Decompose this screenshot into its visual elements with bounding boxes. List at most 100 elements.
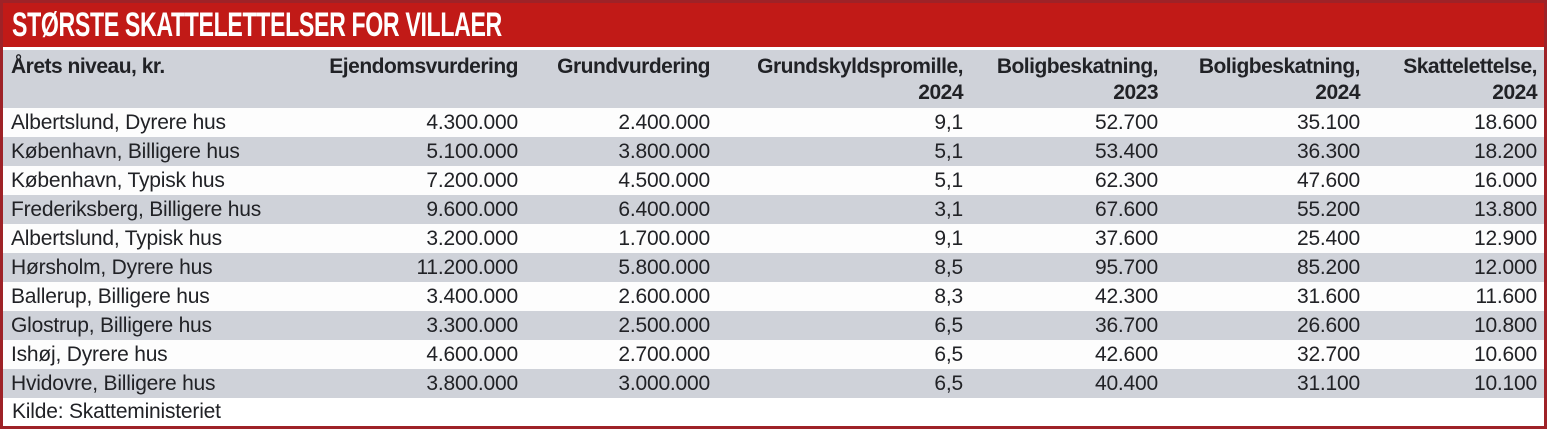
cell-value: 11.600 bbox=[1475, 284, 1538, 308]
row-label: København, Typisk hus bbox=[11, 168, 225, 192]
cell-value: 13.800 bbox=[1473, 197, 1537, 221]
cell-value: 9,1 bbox=[934, 226, 963, 250]
row-label: Ballerup, Billigere hus bbox=[11, 284, 210, 308]
value-cell: 12.900 bbox=[1367, 224, 1544, 253]
cell-value: 5,1 bbox=[934, 139, 963, 163]
tax-table: Årets niveau, kr. Ejendomsvurdering Grun… bbox=[3, 50, 1544, 398]
cell-value: 3.000.000 bbox=[618, 371, 710, 395]
cell-value: 2.600.000 bbox=[618, 284, 710, 308]
row-label-cell: Hørsholm, Dyrere hus bbox=[3, 253, 324, 282]
value-cell: 6,5 bbox=[717, 369, 970, 398]
cell-value: 26.600 bbox=[1296, 313, 1360, 337]
cell-value: 95.700 bbox=[1094, 255, 1158, 279]
value-cell: 25.400 bbox=[1165, 224, 1367, 253]
value-cell: 12.000 bbox=[1367, 253, 1544, 282]
col-header-year: 2023 bbox=[1113, 81, 1158, 105]
cell-value: 7.200.000 bbox=[426, 168, 518, 192]
col-header-label: Årets niveau, kr. bbox=[11, 55, 165, 78]
cell-value: 52.700 bbox=[1094, 110, 1158, 134]
row-label-cell: Ballerup, Billigere hus bbox=[3, 282, 324, 311]
cell-value: 31.100 bbox=[1296, 371, 1360, 395]
value-cell: 8,5 bbox=[717, 253, 970, 282]
table-row: Glostrup, Billigere hus 3.300.000 2.500.00… bbox=[3, 311, 1544, 340]
value-cell: 2.700.000 bbox=[525, 340, 717, 369]
cell-value: 37.600 bbox=[1094, 226, 1158, 250]
cell-value: 2.500.000 bbox=[618, 313, 710, 337]
col-header-grundskyldspromille: Grundskyldspromille, 2024 bbox=[717, 50, 970, 108]
cell-value: 10.800 bbox=[1473, 313, 1537, 337]
value-cell: 36.700 bbox=[970, 311, 1165, 340]
row-label: København, Billigere hus bbox=[11, 139, 240, 163]
value-cell: 9.600.000 bbox=[324, 195, 525, 224]
cell-value: 3.400.000 bbox=[426, 284, 518, 308]
value-cell: 6,5 bbox=[717, 311, 970, 340]
cell-value: 6,5 bbox=[934, 371, 963, 395]
value-cell: 42.600 bbox=[970, 340, 1165, 369]
table-row: Albertslund, Typisk hus 3.200.000 1.700.00… bbox=[3, 224, 1544, 253]
cell-value: 6,5 bbox=[934, 342, 963, 366]
table-row: Hørsholm, Dyrere hus 11.200.000 5.800.000 8… bbox=[3, 253, 1544, 282]
value-cell: 9,1 bbox=[717, 224, 970, 253]
value-cell: 10.100 bbox=[1367, 369, 1544, 398]
col-header-grundvurdering: Grundvurdering bbox=[525, 50, 717, 108]
value-cell: 55.200 bbox=[1165, 195, 1367, 224]
cell-value: 11.200.000 bbox=[416, 255, 518, 279]
header-row: Årets niveau, kr. Ejendomsvurdering Grun… bbox=[3, 50, 1544, 108]
table-row: Ishøj, Dyrere hus 4.600.000 2.700.000 6,5 42… bbox=[3, 340, 1544, 369]
value-cell: 13.800 bbox=[1367, 195, 1544, 224]
value-cell: 36.300 bbox=[1165, 137, 1367, 166]
row-label-cell: Ishøj, Dyrere hus bbox=[3, 340, 324, 369]
col-header-label: Grundskyldspromille, bbox=[757, 55, 963, 78]
cell-value: 8,3 bbox=[934, 284, 963, 308]
cell-value: 36.700 bbox=[1094, 313, 1158, 337]
table-row: Frederiksberg, Billigere hus 9.600.000 6.4… bbox=[3, 195, 1544, 224]
value-cell: 3.800.000 bbox=[525, 137, 717, 166]
value-cell: 2.600.000 bbox=[525, 282, 717, 311]
table-row: Hvidovre, Billigere hus 3.800.000 3.000.00… bbox=[3, 369, 1544, 398]
row-label-cell: Hvidovre, Billigere hus bbox=[3, 369, 324, 398]
cell-value: 85.200 bbox=[1296, 255, 1360, 279]
cell-value: 3.300.000 bbox=[426, 313, 518, 337]
value-cell: 10.600 bbox=[1367, 340, 1544, 369]
cell-value: 9,1 bbox=[934, 110, 963, 134]
value-cell: 67.600 bbox=[970, 195, 1165, 224]
title-banner: STØRSTE SKATTELETTELSER FOR VILLAER bbox=[3, 3, 1544, 50]
col-header-label: Grundvurdering bbox=[557, 55, 710, 78]
value-cell: 6,5 bbox=[717, 340, 970, 369]
table-body: Albertslund, Dyrere hus 4.300.000 2.400.00… bbox=[3, 108, 1544, 398]
row-label-cell: Glostrup, Billigere hus bbox=[3, 311, 324, 340]
col-header-year: 2024 bbox=[1492, 81, 1537, 105]
value-cell: 8,3 bbox=[717, 282, 970, 311]
cell-value: 36.300 bbox=[1296, 139, 1360, 163]
col-header-label: Boligbeskatning, bbox=[1198, 55, 1361, 78]
cell-value: 12.000 bbox=[1473, 255, 1537, 279]
value-cell: 5.800.000 bbox=[525, 253, 717, 282]
value-cell: 4.600.000 bbox=[324, 340, 525, 369]
table-row: København, Billigere hus 5.100.000 3.800.0… bbox=[3, 137, 1544, 166]
table-title: STØRSTE SKATTELETTELSER FOR VILLAER bbox=[12, 5, 502, 44]
cell-value: 55.200 bbox=[1296, 197, 1360, 221]
cell-value: 3.800.000 bbox=[618, 139, 710, 163]
cell-value: 5,1 bbox=[934, 168, 963, 192]
cell-value: 9.600.000 bbox=[426, 197, 518, 221]
cell-value: 1.700.000 bbox=[618, 226, 710, 250]
cell-value: 6,5 bbox=[934, 313, 963, 337]
col-header-year: 2024 bbox=[1315, 81, 1360, 105]
value-cell: 5,1 bbox=[717, 166, 970, 195]
cell-value: 10.600 bbox=[1473, 342, 1537, 366]
value-cell: 3,1 bbox=[717, 195, 970, 224]
cell-value: 42.300 bbox=[1094, 284, 1158, 308]
value-cell: 10.800 bbox=[1367, 311, 1544, 340]
cell-value: 4.500.000 bbox=[618, 168, 710, 192]
row-label: Hvidovre, Billigere hus bbox=[11, 371, 216, 395]
cell-value: 8,5 bbox=[934, 255, 963, 279]
value-cell: 52.700 bbox=[970, 108, 1165, 137]
cell-value: 5.100.000 bbox=[426, 139, 518, 163]
value-cell: 5.100.000 bbox=[324, 137, 525, 166]
col-header-boligbeskatning-2024: Boligbeskatning, 2024 bbox=[1165, 50, 1367, 108]
table-row: København, Typisk hus 7.200.000 4.500.000 5… bbox=[3, 166, 1544, 195]
value-cell: 3.200.000 bbox=[324, 224, 525, 253]
value-cell: 37.600 bbox=[970, 224, 1165, 253]
value-cell: 18.600 bbox=[1367, 108, 1544, 137]
value-cell: 3.300.000 bbox=[324, 311, 525, 340]
